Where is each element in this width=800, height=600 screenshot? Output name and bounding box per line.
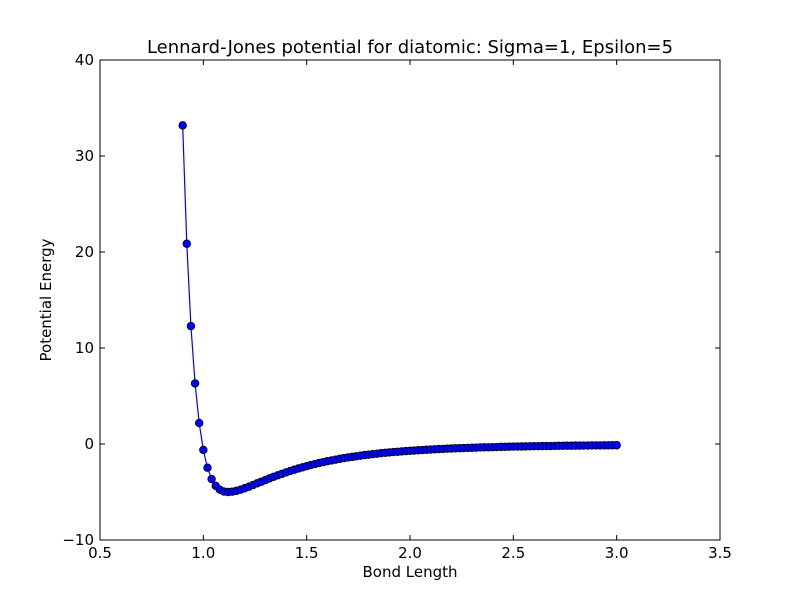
x-tick-label: 2.5 <box>501 544 525 562</box>
data-point <box>207 474 216 484</box>
x-tick-label: 3.0 <box>605 544 629 562</box>
x-axis-label: Bond Length <box>362 563 457 581</box>
x-tick-label: 1.5 <box>295 544 319 562</box>
y-axis-label: Potential Energy <box>37 238 55 361</box>
x-tick-label: 3.5 <box>708 544 732 562</box>
x-tick-label: 2.0 <box>398 544 422 562</box>
data-series <box>178 121 621 497</box>
plot-frame <box>99 59 721 541</box>
y-tick-label: −10 <box>62 531 94 549</box>
plot-area: 0.5 1.0 1.5 2.0 2.5 3.0 3.5 −10 0 10 20 30 40 <box>62 51 732 562</box>
data-point <box>190 379 200 388</box>
x-tick-label: 0.5 <box>88 544 112 562</box>
y-tick-label: 40 <box>75 51 94 69</box>
data-point <box>186 321 196 331</box>
x-tick-label: 1.0 <box>191 544 215 562</box>
data-point <box>199 445 208 455</box>
data-point <box>203 463 212 472</box>
chart-title: Lennard-Jones potential for diatomic: Si… <box>147 37 673 58</box>
y-tick-label: 0 <box>84 435 94 453</box>
data-point <box>182 239 191 248</box>
y-tick-label: 30 <box>75 147 94 165</box>
data-point <box>178 121 187 130</box>
data-point <box>612 441 621 450</box>
axis-ticks: 0.5 1.0 1.5 2.0 2.5 3.0 3.5 −10 0 10 20 30 40 <box>62 51 732 562</box>
y-tick-label: 20 <box>75 243 94 261</box>
data-point <box>194 418 204 428</box>
y-tick-label: 10 <box>75 339 94 357</box>
